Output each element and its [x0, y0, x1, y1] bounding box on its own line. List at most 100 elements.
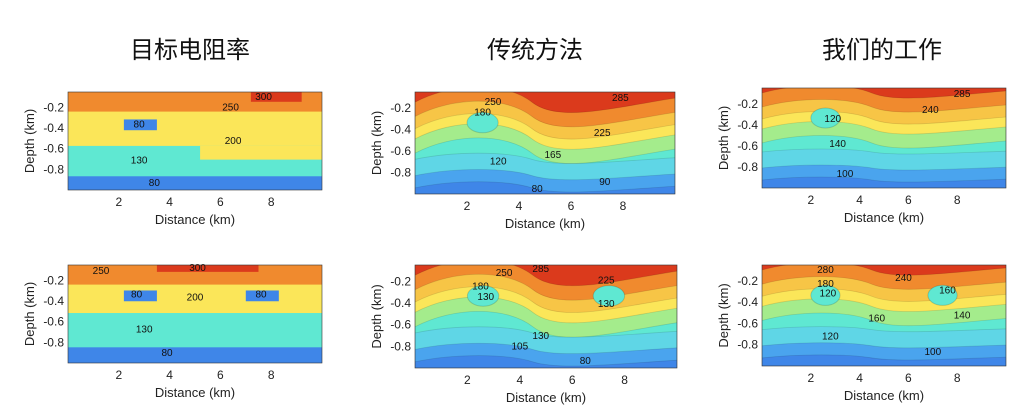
contour-label-120: 120	[490, 156, 507, 167]
contour-label-130: 130	[131, 156, 148, 167]
contour-band-7	[762, 354, 1006, 366]
column-title-traditional: 传统方法	[487, 36, 583, 64]
y-tick--0.6: -0.6	[737, 316, 758, 330]
x-tick-6: 6	[569, 373, 576, 387]
y-tick--0.8: -0.8	[43, 335, 64, 349]
contour-label-130: 130	[532, 331, 549, 342]
y-tick--0.2: -0.2	[43, 273, 64, 287]
contour-label-285: 285	[612, 93, 629, 104]
field-target-bottom	[68, 265, 322, 363]
y-axis-label: Depth (km)	[22, 282, 37, 346]
contour-label-80: 80	[580, 356, 592, 367]
x-tick-8: 8	[268, 368, 275, 382]
plot-area: 2 4 6 8 -0.2 -0.4 -0.6 -0.8 Distance (km) Depth (…	[716, 87, 1007, 225]
contour-label-120: 120	[824, 114, 841, 125]
field-traditional-bottom	[415, 265, 677, 368]
y-tick--0.4: -0.4	[737, 118, 758, 132]
x-tick-8: 8	[954, 371, 961, 385]
anomaly-left	[810, 107, 841, 129]
contour-label-80: 80	[161, 348, 173, 359]
y-axis-label: Depth (km)	[716, 106, 731, 170]
x-axis-label: Distance (km)	[505, 216, 585, 231]
contour-band-7	[762, 176, 1006, 188]
plot-area: 2 4 6 8 -0.2 -0.4 -0.6 -0.8 Distance (km) Depth (…	[22, 263, 323, 400]
panel-ours-top: 2 4 6 8 -0.2 -0.4 -0.6 -0.8 Distance (km) Depth (…	[716, 87, 1007, 225]
panel-target-top: 2 4 6 8 -0.2 -0.4 -0.6 -0.8 Distance (km) Depth (…	[22, 91, 323, 227]
panel-ours-bottom: 2 4 6 8 -0.2 -0.4 -0.6 -0.8 Distance (km) Depth (…	[716, 264, 1007, 403]
plot-frame	[67, 264, 323, 364]
y-tick--0.8: -0.8	[43, 162, 64, 176]
y-axis-label: Depth (km)	[369, 111, 384, 175]
contour-label-130: 130	[598, 299, 615, 310]
y-tick--0.8: -0.8	[390, 339, 411, 353]
contour-label-250: 250	[93, 266, 110, 277]
y-tick--0.2: -0.2	[390, 274, 411, 288]
x-axis-label: Distance (km)	[155, 212, 235, 227]
panel-traditional-bottom: 2 4 6 8 -0.2 -0.4 -0.6 -0.8 Distance (km) Depth (…	[369, 264, 678, 405]
plot-frame	[414, 91, 676, 195]
y-tick--0.4: -0.4	[43, 294, 64, 308]
y-axis-label: Depth (km)	[369, 284, 384, 348]
y-tick--0.6: -0.6	[43, 142, 64, 156]
zone-300	[156, 265, 259, 272]
x-axis-label: Distance (km)	[155, 385, 235, 400]
x-tick-2: 2	[115, 368, 122, 382]
column-title-ours: 我们的工作	[822, 36, 942, 64]
contour-label-250: 250	[485, 97, 502, 108]
panel-target-bottom: 2 4 6 8 -0.2 -0.4 -0.6 -0.8 Distance (km) Depth (…	[22, 263, 323, 400]
y-tick--0.8: -0.8	[737, 338, 758, 352]
plot-area: 2 4 6 8 -0.2 -0.4 -0.6 -0.8 Distance (km) Depth (…	[716, 264, 1007, 403]
contour-label-80: 80	[134, 119, 146, 130]
y-tick--0.6: -0.6	[737, 139, 758, 153]
field-ours-bottom	[762, 265, 1006, 366]
contour-label-100: 100	[924, 347, 941, 358]
contour-label-240: 240	[895, 273, 912, 284]
y-tick--0.4: -0.4	[390, 296, 411, 310]
plot-frame	[414, 264, 678, 369]
contour-label-280: 280	[817, 265, 834, 276]
x-axis-label: Distance (km)	[844, 210, 924, 225]
contour-label-100: 100	[837, 169, 854, 180]
x-tick-8: 8	[620, 199, 627, 213]
contour-label-200: 200	[187, 292, 204, 303]
column-title-target: 目标电阻率	[130, 36, 250, 64]
contour-label-120: 120	[822, 332, 839, 343]
x-tick-6: 6	[217, 195, 224, 209]
x-tick-8: 8	[954, 193, 961, 207]
x-tick-2: 2	[807, 193, 814, 207]
x-tick-4: 4	[166, 195, 173, 209]
anomaly-left	[810, 284, 841, 306]
contour-label-225: 225	[594, 128, 611, 139]
y-tick--0.2: -0.2	[390, 101, 411, 115]
contour-label-80: 80	[532, 184, 544, 195]
anomaly-left	[466, 285, 500, 307]
field-target-top	[68, 92, 322, 190]
plot-area: 2 4 6 8 -0.2 -0.4 -0.6 -0.8 Distance (km) Depth (…	[22, 91, 323, 227]
field-ours-top	[762, 88, 1006, 188]
contour-label-160: 160	[939, 285, 956, 296]
y-tick--0.8: -0.8	[390, 166, 411, 180]
contour-label-130: 130	[477, 292, 494, 303]
x-tick-4: 4	[856, 193, 863, 207]
plot-frame	[67, 91, 323, 191]
y-axis-label: Depth (km)	[22, 109, 37, 173]
block-80	[123, 119, 157, 131]
x-tick-2: 2	[464, 373, 471, 387]
x-tick-4: 4	[516, 199, 523, 213]
panel-traditional-top: 2 4 6 8 -0.2 -0.4 -0.6 -0.8 Distance (km) Depth (…	[369, 91, 676, 231]
y-tick--0.2: -0.2	[737, 97, 758, 111]
x-axis-label: Distance (km)	[506, 390, 586, 405]
contour-label-165: 165	[544, 150, 561, 161]
zone-300	[250, 92, 302, 102]
x-tick-4: 4	[856, 371, 863, 385]
y-axis-label: Depth (km)	[716, 283, 731, 347]
contour-label-285: 285	[954, 89, 971, 100]
y-tick--0.4: -0.4	[43, 121, 64, 135]
y-tick--0.6: -0.6	[390, 318, 411, 332]
contour-label-180: 180	[817, 279, 834, 290]
y-tick--0.4: -0.4	[390, 123, 411, 137]
contour-label-80: 80	[131, 289, 143, 300]
x-tick-2: 2	[464, 199, 471, 213]
y-tick--0.6: -0.6	[43, 315, 64, 329]
plot-area: 2 4 6 8 -0.2 -0.4 -0.6 -0.8 Distance (km) Depth (…	[369, 91, 676, 231]
